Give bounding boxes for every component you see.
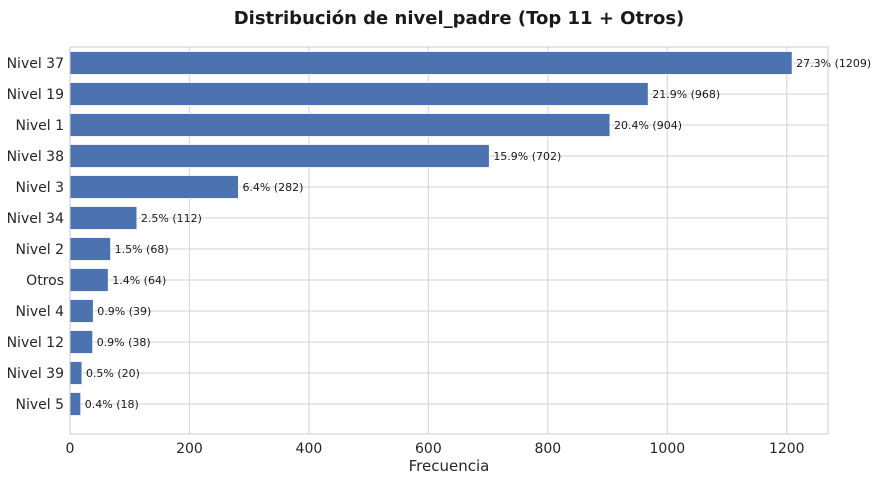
bar <box>69 82 649 106</box>
bar <box>69 51 793 75</box>
y-tick-label: Nivel 39 <box>7 366 64 382</box>
bar <box>69 206 138 230</box>
y-tick-label: Nivel 5 <box>15 397 64 413</box>
data-label: 6.4% (282) <box>242 181 303 194</box>
x-tick-label: 200 <box>176 441 203 457</box>
data-label: 0.5% (20) <box>86 367 140 380</box>
bars <box>69 51 793 416</box>
x-tick-label: 1200 <box>769 441 805 457</box>
bar <box>69 144 490 168</box>
data-label: 0.4% (18) <box>85 398 139 411</box>
bar <box>69 268 109 292</box>
bar <box>69 113 611 137</box>
x-tick-label: 800 <box>534 441 561 457</box>
y-tick-label: Nivel 1 <box>15 118 64 134</box>
x-tick-labels: 0 200 400 600 800 1000 1200 <box>66 441 805 457</box>
y-tick-label: Nivel 19 <box>7 87 64 103</box>
y-tick-label: Nivel 4 <box>15 304 64 320</box>
data-label: 21.9% (968) <box>652 88 720 101</box>
bar <box>69 330 94 354</box>
y-tick-labels: Nivel 37 Nivel 19 Nivel 1 Nivel 38 Nivel 3 Ni… <box>7 56 65 413</box>
data-label: 1.4% (64) <box>112 274 166 287</box>
y-tick-label: Nivel 3 <box>15 180 64 196</box>
data-label: 20.4% (904) <box>614 119 682 132</box>
data-label: 27.3% (1209) <box>796 57 871 70</box>
chart-title: Distribución de nivel_padre (Top 11 + Ot… <box>234 8 685 29</box>
y-tick-label: Nivel 2 <box>15 242 64 258</box>
y-tick-label: Otros <box>26 273 64 289</box>
bar <box>69 392 82 416</box>
x-tick-label: 1000 <box>650 441 686 457</box>
x-tick-label: 400 <box>296 441 323 457</box>
plot-frame <box>69 46 829 435</box>
y-tick-label: Nivel 37 <box>7 56 64 72</box>
data-labels: 27.3% (1209) 21.9% (968) 20.4% (904) 15.9% … <box>85 57 871 411</box>
bar <box>69 237 112 261</box>
y-tick-label: Nivel 12 <box>7 335 64 351</box>
bar <box>69 361 83 385</box>
x-tick-label: 0 <box>66 441 75 457</box>
bar <box>69 299 94 323</box>
data-label: 2.5% (112) <box>141 212 202 225</box>
data-label: 1.5% (68) <box>115 243 169 256</box>
data-label: 15.9% (702) <box>493 150 561 163</box>
x-tick-label: 600 <box>415 441 442 457</box>
y-tick-label: Nivel 34 <box>7 211 65 227</box>
bar <box>69 175 239 199</box>
x-axis-label: Frecuencia <box>409 457 490 475</box>
data-label: 0.9% (38) <box>97 336 151 349</box>
data-label: 0.9% (39) <box>97 305 151 318</box>
y-tick-label: Nivel 38 <box>7 149 64 165</box>
